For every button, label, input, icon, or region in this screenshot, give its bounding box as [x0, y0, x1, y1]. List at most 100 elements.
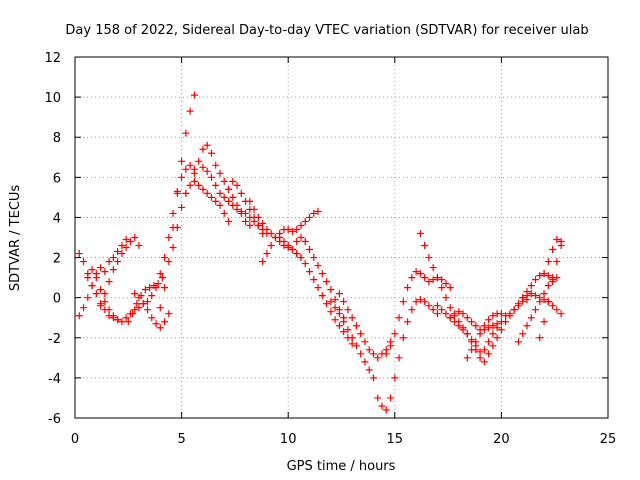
data-point — [288, 246, 296, 254]
data-point — [75, 312, 83, 320]
data-point — [391, 330, 399, 338]
series-arc-26 — [514, 274, 561, 346]
data-point — [80, 304, 88, 312]
data-point — [143, 298, 151, 306]
data-point — [433, 274, 441, 282]
data-point — [216, 201, 224, 209]
data-point — [220, 209, 228, 217]
data-point — [429, 306, 437, 314]
data-point — [84, 274, 92, 282]
data-point — [199, 185, 207, 193]
data-point — [310, 254, 318, 262]
data-point — [156, 304, 164, 312]
data-point — [450, 310, 458, 318]
data-point — [408, 274, 416, 282]
data-point — [463, 354, 471, 362]
data-point — [263, 250, 271, 258]
data-point — [105, 258, 113, 266]
data-point — [544, 258, 552, 266]
series-arc-21 — [416, 229, 484, 356]
data-point — [331, 316, 339, 324]
data-point — [425, 302, 433, 310]
data-point — [237, 189, 245, 197]
data-point — [395, 314, 403, 322]
y-tick-label: 10 — [44, 91, 61, 106]
data-point — [369, 350, 377, 358]
data-point — [182, 189, 190, 197]
data-point — [186, 161, 194, 169]
data-point — [549, 278, 557, 286]
data-point — [536, 334, 544, 342]
data-point — [225, 217, 233, 225]
data-point — [489, 312, 497, 320]
series-arc-25 — [480, 270, 557, 366]
data-point — [502, 318, 510, 326]
data-point — [331, 296, 339, 304]
data-point — [135, 294, 143, 302]
data-point — [254, 221, 262, 229]
data-point — [259, 229, 267, 237]
data-point — [468, 318, 476, 326]
data-point — [540, 270, 548, 278]
data-point — [323, 300, 331, 308]
data-point — [553, 306, 561, 314]
data-point — [553, 274, 561, 282]
data-point — [340, 328, 348, 336]
data-point — [158, 274, 166, 282]
plot-area — [75, 91, 565, 414]
data-point — [293, 238, 301, 246]
series-arc-28 — [536, 238, 565, 342]
series-arc-12 — [225, 177, 267, 237]
data-point — [382, 350, 390, 358]
data-point — [114, 248, 122, 256]
data-point — [280, 238, 288, 246]
data-point — [105, 306, 113, 314]
y-tick-label: -4 — [48, 372, 61, 387]
data-point — [178, 157, 186, 165]
data-point — [416, 229, 424, 237]
data-point — [212, 197, 220, 205]
data-point — [476, 348, 484, 356]
data-point — [514, 300, 522, 308]
series-arc-3 — [84, 266, 139, 326]
data-point — [557, 310, 565, 318]
data-point — [382, 406, 390, 414]
data-point — [523, 292, 531, 300]
data-point — [480, 358, 488, 366]
data-point — [233, 205, 241, 213]
data-point — [97, 286, 105, 294]
data-point — [463, 314, 471, 322]
data-point — [425, 278, 433, 286]
data-point — [203, 141, 211, 149]
x-tick-label: 5 — [177, 432, 185, 447]
data-point — [293, 250, 301, 258]
data-point — [476, 330, 484, 338]
series-arc-16 — [293, 234, 348, 322]
data-point — [297, 254, 305, 262]
data-point — [446, 284, 454, 292]
data-point — [306, 246, 314, 254]
data-point — [182, 165, 190, 173]
data-point — [412, 268, 420, 276]
data-point — [540, 318, 548, 326]
data-point — [361, 338, 369, 346]
data-point — [195, 157, 203, 165]
data-point — [229, 193, 237, 201]
series-arc-4 — [97, 234, 143, 310]
data-point — [340, 318, 348, 326]
x-tick-label: 0 — [71, 432, 79, 447]
data-point — [310, 209, 318, 217]
data-point — [216, 169, 224, 177]
data-point — [220, 177, 228, 185]
data-point — [118, 318, 126, 326]
data-point — [152, 284, 160, 292]
data-point — [97, 264, 105, 272]
data-point — [190, 177, 198, 185]
axis-ticks — [74, 56, 609, 419]
data-point — [532, 276, 540, 284]
series-arc-17 — [327, 298, 377, 382]
x-tick-label: 10 — [280, 432, 297, 447]
data-point — [233, 181, 241, 189]
data-point — [544, 298, 552, 306]
data-point — [118, 242, 126, 250]
